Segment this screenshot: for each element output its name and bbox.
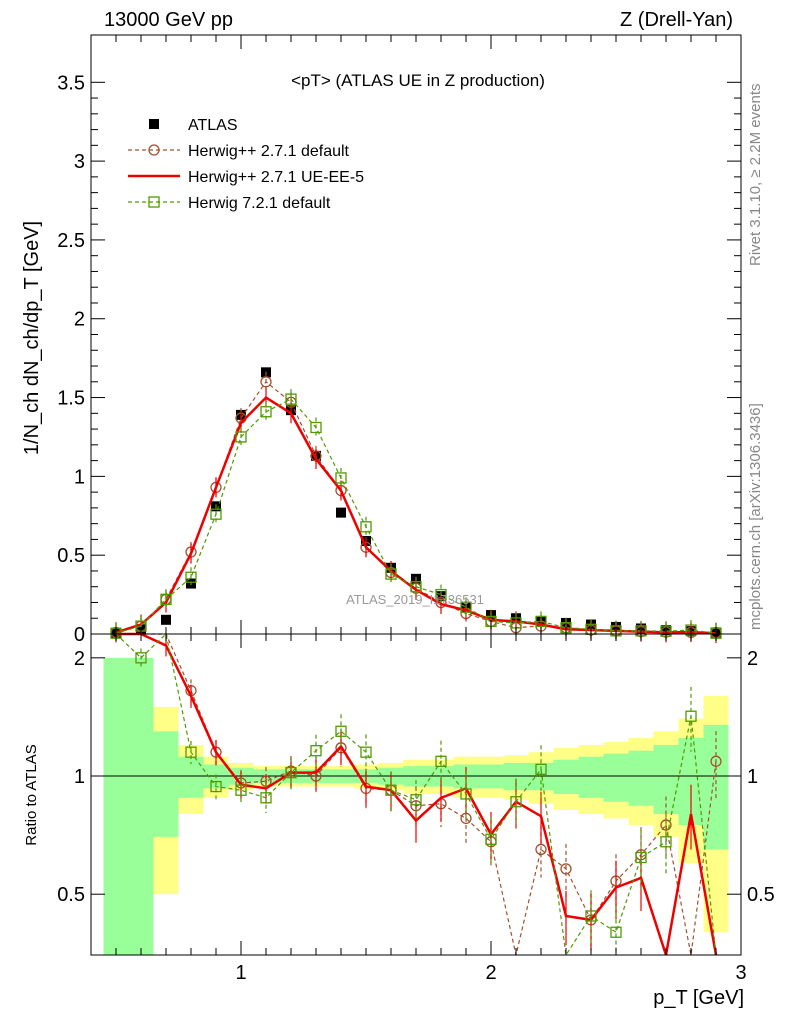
header-right: Z (Drell-Yan) [620, 9, 733, 31]
ratio-point [410, 794, 422, 806]
ratio-point [360, 746, 372, 758]
series-point [160, 593, 172, 605]
y-tick-label: 0.5 [57, 545, 85, 567]
axes: 0 0.5 1 1.5 2 2.5 3 3.5 0.5 0.5 1 1 2 2 1 2 3 [57, 34, 775, 984]
ratio-point [510, 796, 522, 808]
series-point [435, 588, 447, 601]
ratio-tick-label-right: 0.5 [747, 884, 775, 906]
atlas-data-point [336, 507, 346, 518]
legend-label: ATLAS [188, 117, 238, 134]
legend-label: Herwig++ 2.7.1 UE-EE-5 [188, 169, 364, 186]
ratio-band-green [553, 759, 579, 794]
series-point [410, 581, 422, 593]
series-point [260, 376, 272, 388]
y-tick-label: 3.5 [57, 72, 85, 94]
legend-marker-atlas [149, 119, 159, 129]
ratio-point [485, 833, 497, 845]
rivet-label: Rivet 3.1.10, ≥ 2.2M events [747, 84, 764, 267]
series-point [310, 421, 322, 434]
ratio-bands [103, 657, 729, 955]
ratio-point [460, 788, 472, 800]
ratio-point [535, 843, 547, 856]
ratio-point [135, 652, 147, 664]
atlas-data-point [161, 614, 171, 625]
ratio-tick-label: 1 [74, 766, 85, 788]
header-left: 13000 GeV pp [104, 9, 233, 31]
x-tick-label: 2 [485, 962, 496, 984]
series-point [360, 521, 372, 533]
ratio-point [385, 784, 397, 796]
y-tick-label: 2.5 [57, 230, 85, 252]
ratio-tick-label: 0.5 [57, 884, 85, 906]
series-point [460, 601, 472, 613]
ratio-band-green [103, 657, 129, 955]
ratio-band-green [628, 750, 654, 806]
ratio-point [335, 725, 347, 737]
ratio-series [115, 632, 722, 957]
legend-marker [148, 144, 160, 156]
ratio-point [610, 926, 622, 938]
legend-label: Herwig 7.2.1 default [188, 195, 331, 212]
ratio-point [560, 863, 572, 875]
series-point [285, 393, 297, 405]
series-point [385, 568, 397, 580]
ratio-line-dashed-square [115, 632, 717, 957]
ratio-tick-label-right: 1 [747, 766, 758, 788]
ratio-point [260, 792, 272, 804]
ratio-point [535, 763, 547, 775]
ratio-point [210, 780, 222, 793]
ratio-point [235, 784, 247, 796]
series-point [210, 508, 222, 520]
y-tick-label: 3 [74, 151, 85, 173]
ratio-band-green [653, 744, 679, 815]
ratio-point [660, 836, 672, 848]
ratio-point [710, 755, 722, 767]
ratio-band-green [578, 756, 604, 798]
mcplots-label: mcplots.cern.ch [arXiv:1306.3436] [747, 403, 764, 630]
ratio-point [310, 745, 322, 757]
y-tick-label: 1.5 [57, 388, 85, 410]
ratio-point [185, 746, 197, 758]
series-point [185, 571, 197, 583]
ratio-y-axis-label: Ratio to ATLAS [23, 744, 40, 845]
ratio-tick-label-right: 2 [747, 648, 758, 670]
ratio-band-green [128, 657, 154, 955]
legend: ATLAS Herwig++ 2.7.1 default Herwig++ 2.7.… [128, 117, 364, 212]
x-axis-label: p_T [GeV] [653, 987, 744, 1009]
ratio-band-green [153, 731, 179, 837]
ratio-point [285, 766, 297, 779]
series-point [335, 472, 347, 484]
series-point [535, 615, 547, 628]
series-point [235, 431, 247, 443]
ratio-point [460, 812, 472, 825]
ratio-band-green [603, 753, 629, 802]
ratio-point [435, 755, 447, 767]
legend-marker [148, 196, 160, 208]
ratio-tick-label: 2 [74, 648, 85, 670]
x-tick-label: 3 [735, 962, 746, 984]
ratio-point [635, 851, 647, 864]
x-tick-label: 1 [235, 962, 246, 984]
series-point [260, 406, 272, 418]
y-tick-label: 2 [74, 309, 85, 331]
ratio-point [585, 910, 597, 922]
legend-label: Herwig++ 2.7.1 default [188, 143, 350, 160]
ratio-point [685, 710, 697, 722]
y-tick-label: 1 [74, 466, 85, 488]
watermark: ATLAS_2019_I1736531 [346, 592, 484, 607]
y-tick-label: 0 [74, 624, 85, 646]
y-axis-label: 1/N_ch dN_ch/dp_T [GeV] [21, 221, 43, 455]
chart-title: <pT> (ATLAS UE in Z production) [291, 71, 545, 90]
